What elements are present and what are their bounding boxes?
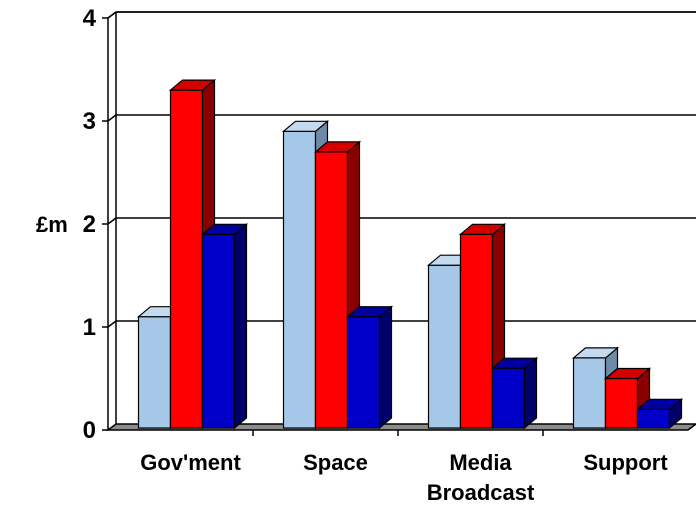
gridline-side (107, 320, 117, 328)
axes (102, 11, 544, 436)
bar-top (200, 223, 249, 235)
y-tick-label: 0 (83, 417, 96, 444)
gridline-side (107, 114, 117, 122)
gridline-side (107, 217, 117, 225)
x-category-label: Space (303, 450, 368, 475)
bar-front (169, 89, 204, 429)
bar-top (603, 367, 652, 380)
x-category-labels: Gov'ment Space Media Broadcast Support (140, 450, 668, 505)
bar-front (459, 233, 494, 429)
bar-top (313, 141, 362, 153)
y-tick-label: 4 (83, 5, 97, 32)
chart-floor (105, 423, 696, 431)
bar-front (427, 264, 462, 429)
x-category-label: Support (583, 450, 668, 475)
bar-front (491, 367, 526, 429)
bar-front (282, 130, 317, 429)
bar-front (572, 357, 607, 429)
bar-front (314, 151, 349, 429)
bar-top (168, 79, 217, 91)
bar-front (137, 316, 172, 429)
floor-plane (105, 423, 696, 431)
bars (136, 78, 684, 430)
bar-top (458, 223, 507, 235)
bar-front (604, 377, 639, 429)
y-tick-label: 2 (83, 211, 96, 238)
y-tick-label: 3 (83, 108, 96, 135)
x-category-label: Broadcast (427, 480, 535, 505)
bar-side (378, 305, 393, 430)
x-category-label: Media (449, 450, 512, 475)
bar-top (635, 398, 684, 410)
bar-front (636, 408, 671, 429)
bar-top (571, 347, 620, 359)
y-axis-top (107, 11, 117, 19)
bar-side (523, 356, 538, 430)
bar-front (346, 316, 381, 429)
y-tick-label: 1 (83, 314, 96, 341)
bar-top (345, 306, 394, 318)
bar-top (490, 357, 539, 369)
x-category-label: Gov'ment (140, 450, 241, 475)
y-axis-label: £m (36, 212, 68, 237)
bar-front (201, 233, 236, 429)
y-tick-labels: 0 1 2 3 4 (83, 5, 97, 444)
bar-side (233, 223, 248, 430)
bar-top (281, 120, 330, 132)
